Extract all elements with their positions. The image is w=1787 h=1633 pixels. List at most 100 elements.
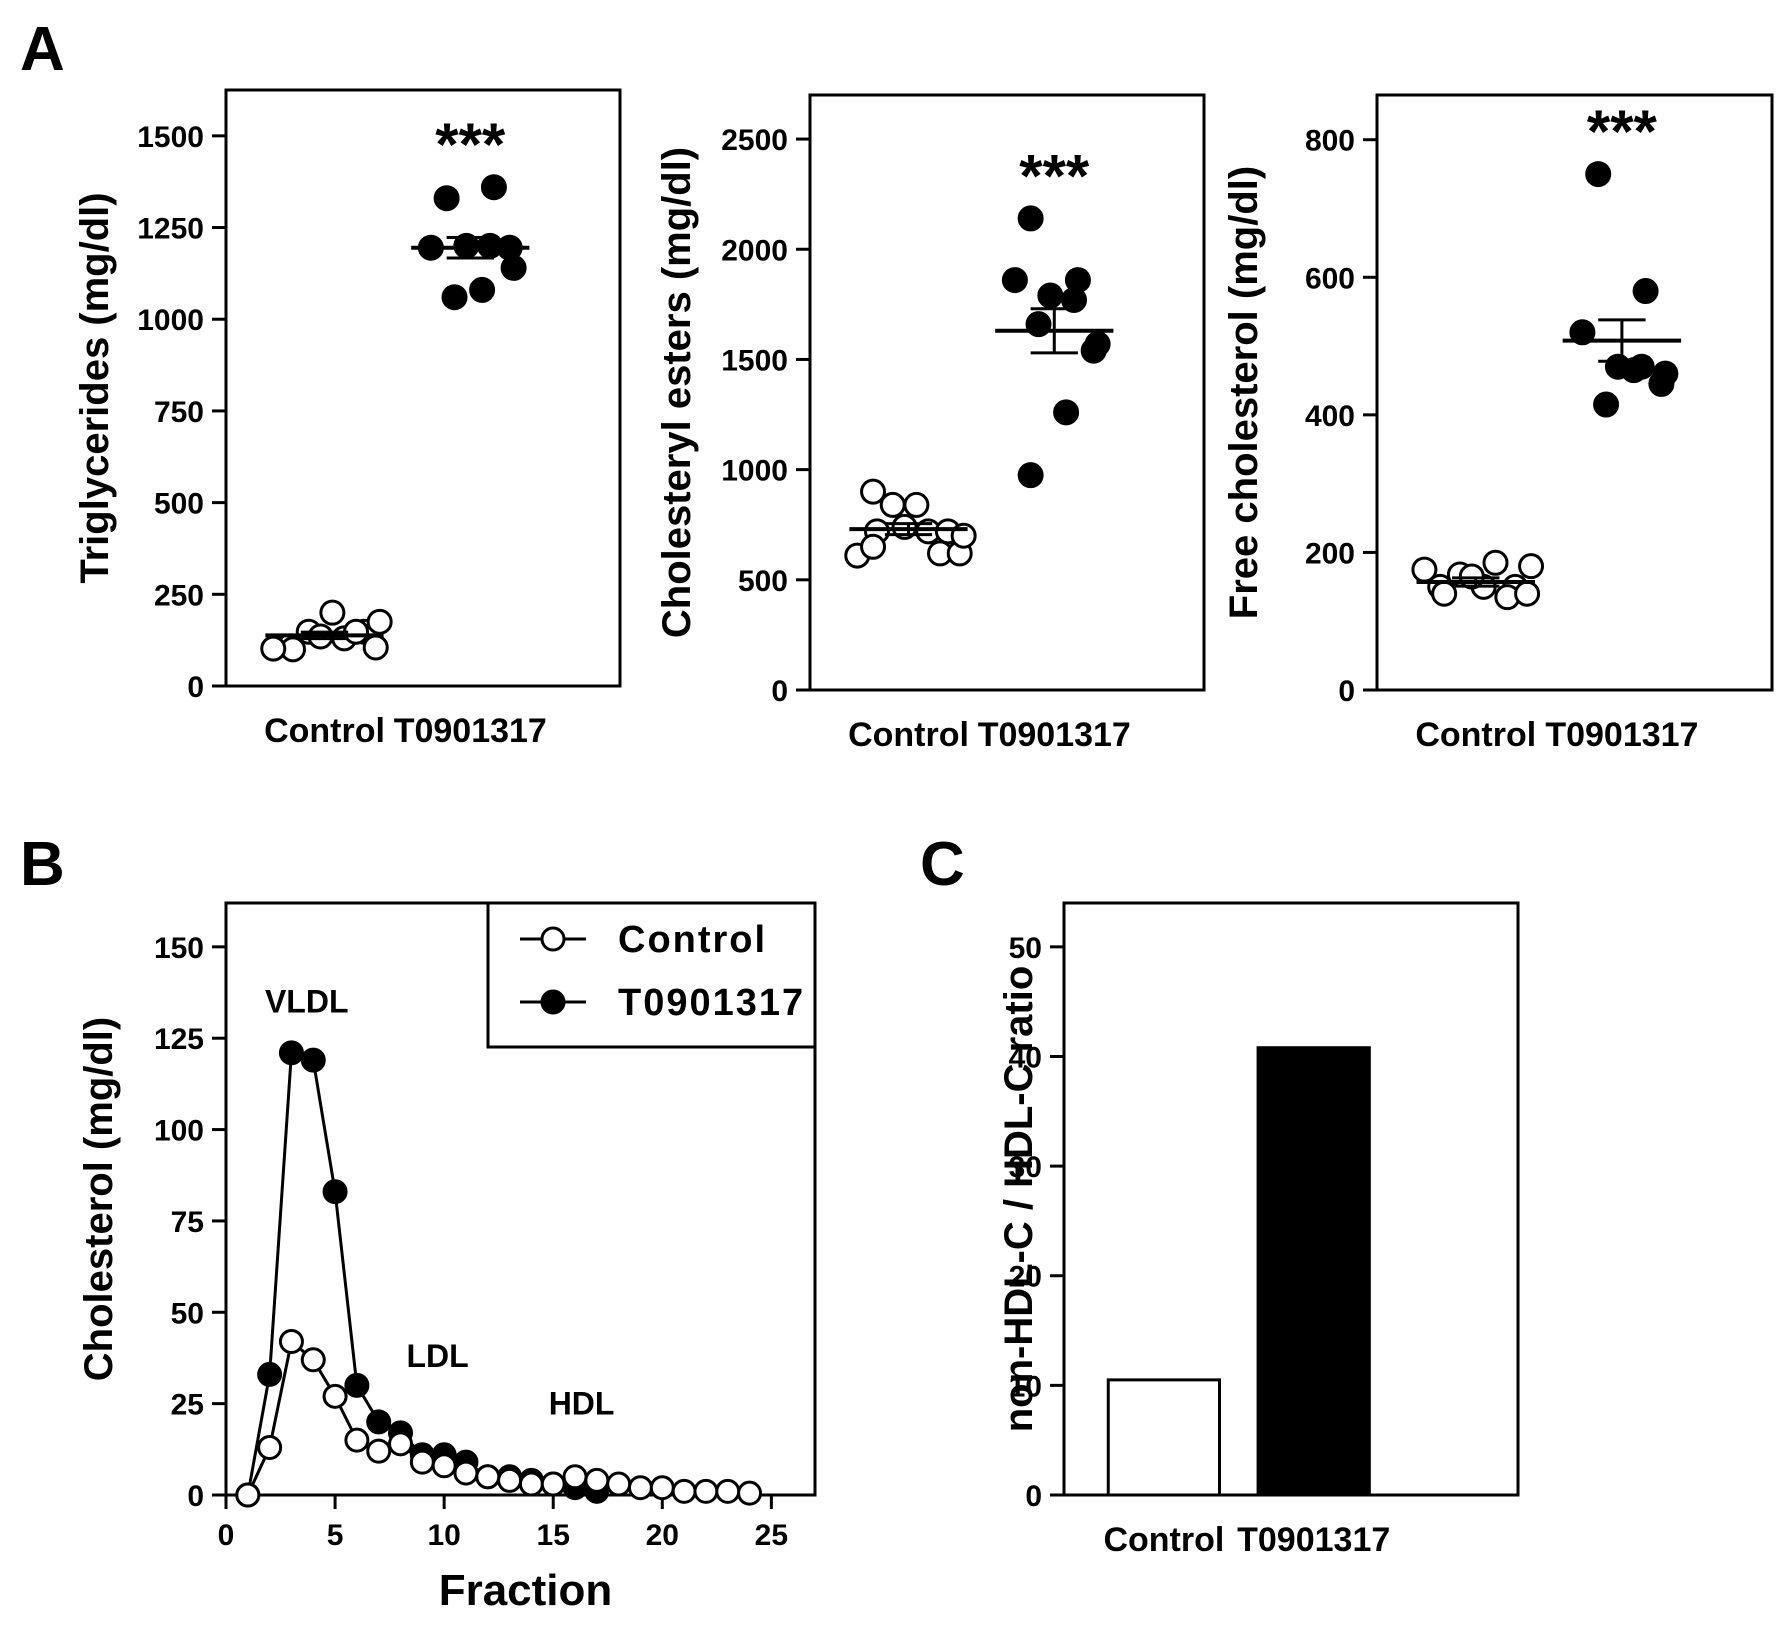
legend-marker-control	[540, 926, 566, 952]
y-tick-label: 75	[171, 1206, 204, 1239]
data-point-t0901317	[278, 1040, 304, 1066]
legend-label-control: Control	[618, 919, 767, 961]
y-tick-label: 30	[1009, 1151, 1042, 1184]
panel-a1: 0 250 500 750 1000 1250 1500 Triglycerides (mg/…	[73, 88, 622, 750]
y-tick-label: 200	[1305, 537, 1355, 570]
group-label-t0901317: T0901317	[1545, 716, 1698, 754]
data-point-control	[431, 1453, 457, 1479]
data-point-control	[584, 1467, 610, 1493]
data-point-control	[1482, 549, 1509, 576]
legend-marker-t0901317	[540, 989, 566, 1015]
data-point-control	[518, 1471, 544, 1497]
x-tick-label: 0	[218, 1519, 235, 1552]
y-tick-label: 500	[154, 488, 204, 521]
data-point-control	[606, 1471, 632, 1497]
y-tick-label: 25	[171, 1389, 204, 1422]
y-tick-label: 2500	[721, 124, 788, 157]
y-axis-title: non-HDL-C / HDL-C ratio	[997, 966, 1041, 1433]
y-tick-label: 100	[154, 1115, 204, 1148]
data-point-control	[475, 1464, 501, 1490]
data-point-control	[235, 1482, 261, 1508]
y-tick-label: 150	[154, 932, 204, 965]
data-point-t0901317	[1017, 462, 1044, 489]
data-point-control	[1411, 556, 1438, 583]
data-point-control	[257, 1434, 283, 1460]
bar-label-t0901317: T0901317	[1237, 1521, 1390, 1559]
legend-box	[486, 901, 817, 1049]
y-tick-label: 1500	[137, 121, 204, 154]
data-point-control	[300, 1347, 326, 1373]
data-point-control	[540, 1471, 566, 1497]
data-point-t0901317	[433, 185, 460, 212]
data-point-control	[344, 1427, 370, 1453]
data-point-t0901317	[1593, 391, 1620, 418]
group-label-control: Control	[1415, 716, 1536, 754]
data-point-control	[693, 1478, 719, 1504]
y-tick-label: 800	[1305, 125, 1355, 158]
data-point-t0901317	[1060, 286, 1087, 313]
group-label-control: Control	[848, 716, 969, 754]
data-point-t0901317	[1001, 267, 1028, 294]
group-label-control: Control	[264, 712, 385, 750]
data-point-t0901317	[1080, 337, 1107, 364]
y-tick-label: 1000	[721, 455, 788, 488]
panel-letter-b: B	[20, 830, 65, 899]
y-tick-label: 1500	[721, 344, 788, 377]
panel-b: 0 25 50 75 100 125 150 Cholesterol (mg/dl) 0 5 10 1…	[77, 901, 817, 1615]
y-tick-label: 20	[1009, 1261, 1042, 1294]
x-tick-label: 20	[646, 1519, 679, 1552]
data-point-t0901317	[1620, 357, 1647, 384]
data-point-control	[879, 491, 906, 518]
data-point-t0901317	[1585, 161, 1612, 188]
significance-stars: ***	[435, 111, 506, 178]
panel-letter-c: C	[920, 830, 965, 899]
y-tick-label: 250	[154, 579, 204, 612]
data-point-control	[366, 1438, 392, 1464]
data-point-control	[562, 1464, 588, 1490]
x-tick-label: 10	[427, 1519, 460, 1552]
y-tick-label: 1000	[137, 304, 204, 337]
data-point-control	[715, 1478, 741, 1504]
data-point-control	[860, 478, 887, 505]
data-point-t0901317	[366, 1409, 392, 1435]
data-point-t0901317	[257, 1361, 283, 1387]
legend-label-t0901317: T0901317	[618, 982, 805, 1024]
data-point-t0901317	[1037, 282, 1064, 309]
y-axis-title: Free cholesterol (mg/dl)	[1222, 166, 1266, 619]
data-point-t0901317	[469, 276, 496, 303]
region-label-hdl: HDL	[549, 1386, 615, 1422]
data-point-control	[409, 1449, 435, 1475]
data-point-t0901317	[1017, 205, 1044, 232]
x-tick-label: 5	[327, 1519, 344, 1552]
plot-frame	[224, 88, 622, 688]
bar-t0901317	[1256, 1046, 1371, 1497]
y-tick-label: 125	[154, 1023, 204, 1056]
data-point-control	[1518, 553, 1545, 580]
plot-frame	[808, 93, 1206, 692]
y-tick-label: 0	[771, 675, 788, 708]
y-tick-label: 400	[1305, 400, 1355, 433]
y-tick-label: 0	[187, 1480, 204, 1513]
data-point-t0901317	[300, 1047, 326, 1073]
bar-label-control: Control	[1103, 1521, 1224, 1559]
y-tick-label: 750	[154, 396, 204, 429]
significance-stars: ***	[1587, 98, 1658, 165]
data-point-control	[649, 1475, 675, 1501]
x-tick-label: 15	[537, 1519, 570, 1552]
panel-a2: 0 500 1000 1500 2000 2500 Cholesteryl esters (…	[655, 93, 1206, 754]
y-tick-label: 1250	[137, 213, 204, 246]
y-tick-label: 500	[738, 565, 788, 598]
bar-control	[1106, 1378, 1221, 1497]
y-tick-label: 0	[187, 671, 204, 704]
region-label-ldl: LDL	[407, 1338, 469, 1374]
y-axis-title: Cholesteryl esters (mg/dl)	[655, 147, 699, 638]
significance-stars: ***	[1019, 142, 1090, 209]
data-point-control	[453, 1460, 479, 1486]
group-label-t0901317: T0901317	[978, 716, 1131, 754]
panel-letter-a: A	[20, 15, 65, 84]
data-point-control	[322, 1383, 348, 1409]
y-tick-label: 600	[1305, 262, 1355, 295]
